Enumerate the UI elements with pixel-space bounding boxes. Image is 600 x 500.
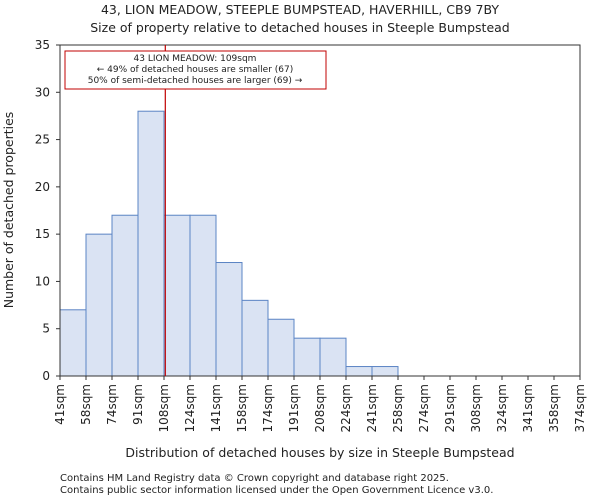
y-tick-label: 30 (35, 85, 50, 99)
y-tick-label: 10 (35, 274, 50, 288)
annotation-line1: 43 LION MEADOW: 109sqm (134, 54, 257, 64)
footer-line2: Contains public sector information licen… (60, 485, 493, 496)
bar-58sqm (85, 233, 113, 377)
y-tick-label: 15 (35, 227, 50, 241)
x-tick-label: 141sqm (209, 384, 223, 432)
x-axis-label: Distribution of detached houses by size … (125, 445, 514, 460)
x-tick-label: 224sqm (339, 384, 353, 432)
bar-108sqm (163, 214, 191, 377)
y-axis-label: Number of detached properties (1, 112, 16, 309)
x-tick-label: 41sqm (53, 384, 67, 425)
x-tick-label: 241sqm (365, 384, 379, 432)
bar-124sqm (189, 214, 217, 377)
x-tick-label: 108sqm (157, 384, 171, 432)
x-tick-label: 91sqm (131, 384, 145, 425)
chart-title-line1: 43, LION MEADOW, STEEPLE BUMPSTEAD, HAVE… (101, 2, 499, 17)
bar-174sqm (267, 318, 295, 377)
annotation-box: 43 LION MEADOW: 109sqm ← 49% of detached… (64, 50, 327, 90)
x-tick-label: 174sqm (261, 384, 275, 432)
y-tick-label: 5 (42, 322, 50, 336)
x-tick-label: 208sqm (313, 384, 327, 432)
bar-191sqm (293, 337, 321, 377)
bar-158sqm (241, 299, 269, 377)
plot-area (59, 44, 581, 377)
bar-91sqm (137, 110, 165, 377)
bar-241sqm (371, 366, 399, 377)
bar-141sqm (215, 262, 243, 377)
x-tick-label: 358sqm (547, 384, 561, 432)
x-tick-label: 58sqm (79, 384, 93, 425)
x-tick-label: 324sqm (495, 384, 509, 432)
x-tick-label: 158sqm (235, 384, 249, 432)
footer-line1: Contains HM Land Registry data © Crown c… (60, 473, 449, 484)
x-tick-label: 258sqm (391, 384, 405, 432)
x-tick-label: 291sqm (443, 384, 457, 432)
annotation-frame (64, 50, 327, 90)
bar-74sqm (111, 214, 139, 377)
bar-224sqm (345, 366, 373, 377)
chart-title-line2: Size of property relative to detached ho… (90, 20, 510, 35)
x-tick-label: 74sqm (105, 384, 119, 425)
bars (59, 110, 399, 377)
annotation-line2: ← 49% of detached houses are smaller (67… (97, 65, 294, 75)
x-tick-label: 374sqm (573, 384, 587, 432)
bar-41sqm (59, 309, 87, 377)
x-tick-label: 308sqm (469, 384, 483, 432)
y-tick-label: 20 (35, 180, 50, 194)
x-tick-label: 124sqm (183, 384, 197, 432)
annotation-line3: 50% of semi-detached houses are larger (… (88, 76, 303, 86)
x-axis-ticks: 41sqm 58sqm 74sqm 91sqm 108sqm 124sqm 141sqm 15… (53, 376, 587, 432)
y-axis-ticks: 0 5 10 15 20 25 30 35 (35, 38, 60, 383)
bar-208sqm (319, 337, 347, 377)
y-tick-label: 25 (35, 133, 50, 147)
x-tick-label: 274sqm (417, 384, 431, 432)
x-tick-label: 341sqm (521, 384, 535, 432)
y-tick-label: 0 (42, 369, 50, 383)
y-tick-label: 35 (35, 38, 50, 52)
x-tick-label: 191sqm (287, 384, 301, 432)
